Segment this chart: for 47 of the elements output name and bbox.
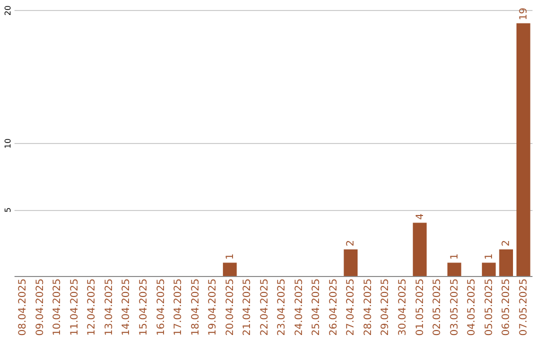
x-tick-label: 16.04.2025 [156, 278, 167, 336]
x-tick-label: 28.04.2025 [362, 278, 374, 336]
data-label: 4 [414, 213, 426, 220]
bar [447, 262, 462, 276]
data-label: 2 [346, 240, 357, 246]
x-tick-label: 14.04.2025 [121, 278, 132, 336]
x-tick-label: 19.04.2025 [208, 278, 219, 336]
x-tick-label: 04.05.2025 [466, 278, 478, 336]
x-tick-label: 22.04.2025 [259, 278, 270, 336]
x-tick-label: 11.04.2025 [69, 278, 80, 336]
x-tick-label: 06.05.2025 [501, 278, 512, 336]
x-tick-label: 26.04.2025 [328, 278, 340, 336]
x-tick-label: 20.04.2025 [224, 278, 236, 336]
y-tick-label: 5 [4, 207, 12, 213]
data-label: 1 [224, 253, 236, 260]
x-tick-label: 27.04.2025 [346, 278, 357, 336]
x-tick-label: 21.04.2025 [242, 278, 254, 336]
y-tick-label: 20 [4, 5, 12, 16]
x-tick-label: 23.04.2025 [276, 278, 288, 336]
x-tick-label: 02.05.2025 [432, 278, 444, 336]
x-tick-label: 01.05.2025 [414, 278, 426, 336]
data-label: 1 [484, 253, 495, 260]
x-tick-label: 24.04.2025 [294, 278, 305, 336]
x-tick-label: 08.04.2025 [18, 278, 29, 336]
bar [499, 249, 514, 276]
x-tick-label: 15.04.2025 [138, 278, 150, 336]
x-tick-label: 30.04.2025 [398, 278, 408, 336]
data-label: 2 [501, 240, 512, 246]
x-tick-label: 05.05.2025 [484, 278, 495, 336]
x-tick-label: 03.05.2025 [449, 278, 460, 336]
bar [412, 222, 427, 276]
bar [344, 249, 358, 276]
x-tick-label: 17.04.2025 [173, 278, 184, 336]
bar [482, 262, 496, 276]
x-tick-label: 07.05.2025 [518, 278, 530, 336]
x-tick-label: 25.04.2025 [311, 278, 322, 336]
x-tick-label: 29.04.2025 [380, 278, 392, 336]
x-tick-label: 18.04.2025 [190, 278, 202, 336]
x-tick-label: 12.04.2025 [86, 278, 98, 336]
x-tick-label: 09.04.2025 [34, 278, 46, 336]
x-tick-label: 13.04.2025 [104, 278, 115, 336]
bar [222, 262, 237, 276]
x-tick-label: 10.04.2025 [52, 278, 64, 336]
data-label: 19 [518, 8, 530, 20]
data-label: 1 [449, 253, 460, 260]
bar [516, 23, 530, 276]
y-tick-label: 10 [4, 138, 12, 149]
